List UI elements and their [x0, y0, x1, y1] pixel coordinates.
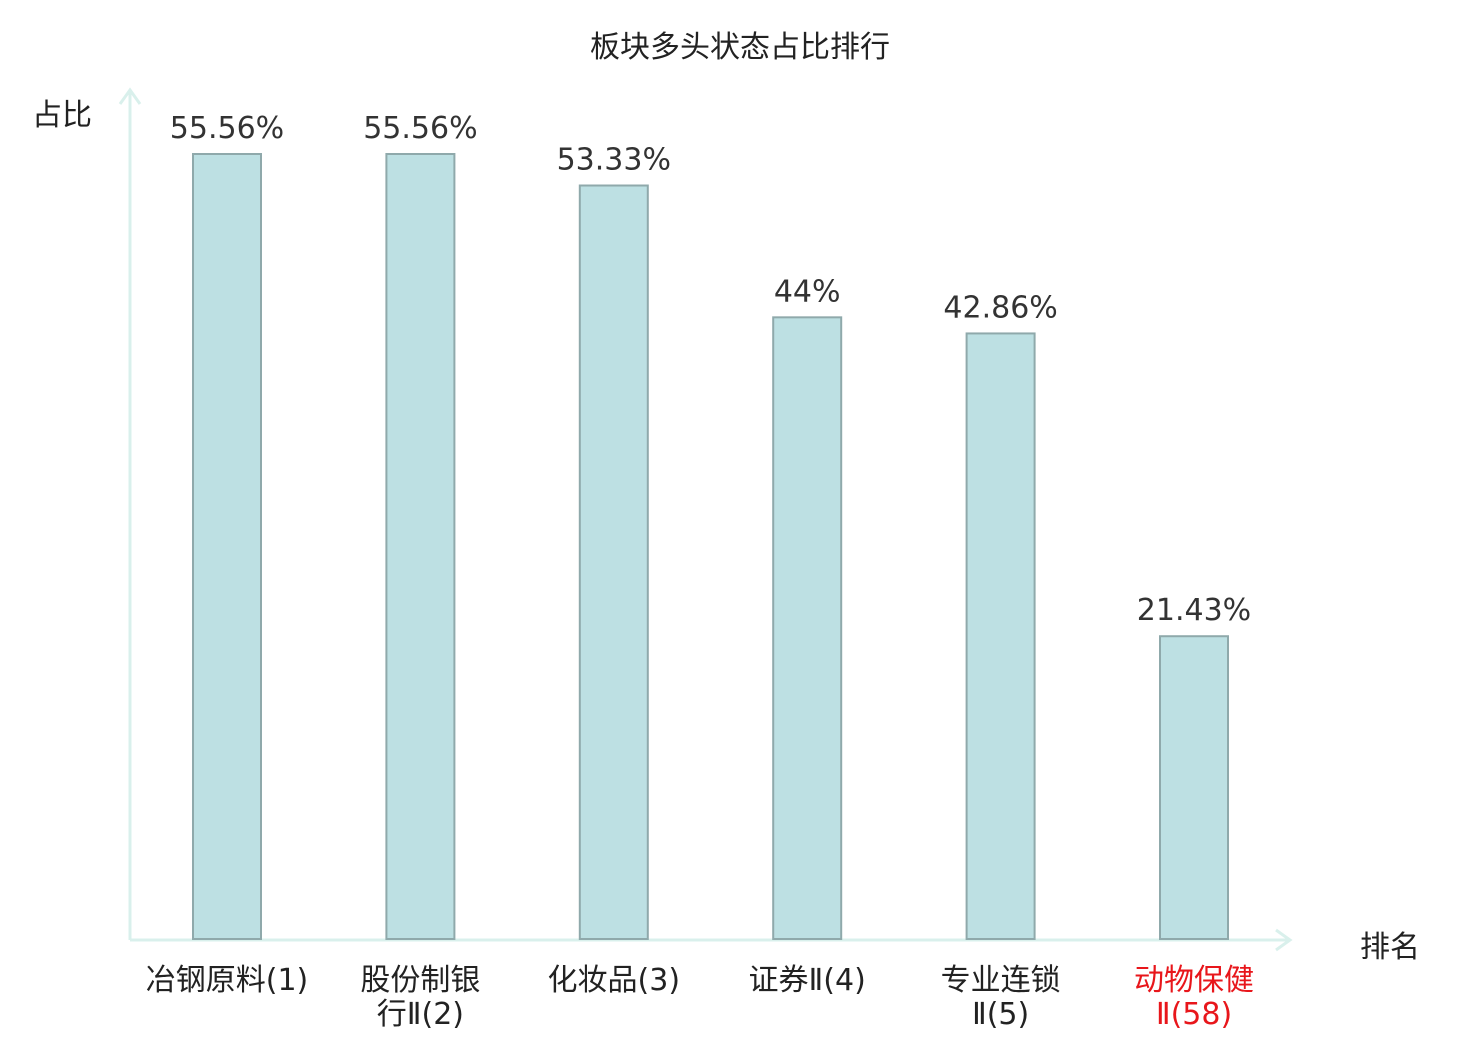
y-axis-arrow	[118, 87, 142, 105]
x-tick-label-line: 股份制银	[360, 963, 481, 998]
bar-value-label: 55.56%	[170, 111, 284, 146]
x-tick-label-line: Ⅱ(58)	[1155, 997, 1233, 1032]
x-tick-label-line: Ⅱ(5)	[971, 997, 1030, 1032]
x-tick-label-line: 证券Ⅱ(4)	[748, 963, 866, 998]
bar	[385, 153, 456, 940]
bar	[578, 184, 649, 940]
chart-title: 板块多头状态占比排行	[590, 30, 890, 65]
x-tick-label-line: 专业连锁	[940, 963, 1061, 998]
x-tick-label: 证券Ⅱ(4)	[707, 964, 907, 998]
x-axis-arrow	[1275, 928, 1293, 952]
bar-value-label: 42.86%	[943, 290, 1057, 325]
x-tick-label: 股份制银 行Ⅱ(2)	[320, 964, 520, 1032]
bar	[1159, 635, 1229, 940]
x-tick-label: 冶钢原料(1)	[127, 964, 327, 998]
x-tick-label-line: 化妆品(3)	[547, 963, 681, 998]
x-axis-label: 排名	[1360, 930, 1420, 965]
x-tick-label: 化妆品(3)	[514, 964, 714, 998]
bar-value-label: 44%	[774, 274, 841, 309]
bar-value-label: 55.56%	[363, 111, 477, 146]
x-tick-label: 专业连锁 Ⅱ(5)	[901, 964, 1101, 1032]
y-axis-label: 占比	[32, 98, 92, 133]
bar	[772, 316, 843, 941]
x-tick-label-line: 冶钢原料(1)	[145, 963, 309, 998]
x-tick-label-line: 行Ⅱ(2)	[376, 997, 465, 1032]
x-tick-label: 动物保健 Ⅱ(58)	[1094, 964, 1294, 1032]
bar-value-label: 21.43%	[1137, 593, 1251, 628]
bar	[192, 153, 262, 940]
x-tick-label-line: 动物保健	[1134, 963, 1254, 998]
bar	[965, 332, 1036, 940]
bar-value-label: 53.33%	[557, 143, 671, 178]
